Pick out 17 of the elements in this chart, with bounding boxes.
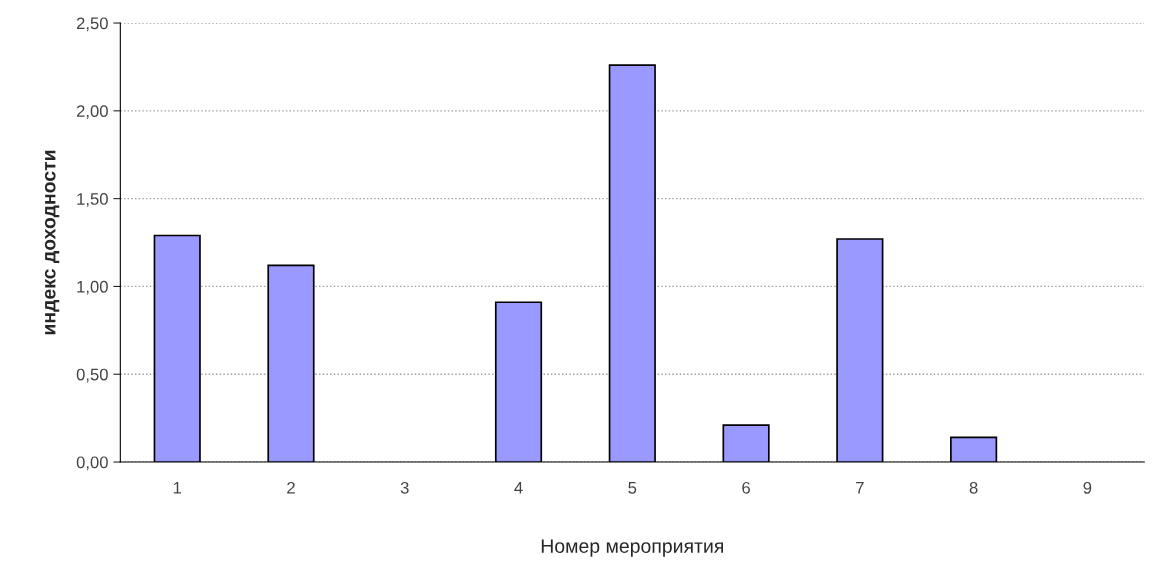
- x-tick-label: 6: [742, 481, 750, 494]
- y-tick-label: 1,50: [77, 193, 108, 207]
- y-tick-label: 2,00: [76, 105, 108, 119]
- x-tick-label: 3: [400, 481, 409, 494]
- x-tick-label: 4: [514, 482, 523, 494]
- x-tick-label: 1: [173, 482, 182, 494]
- x-tick-label: 2: [287, 481, 295, 494]
- x-tick-label: 9: [1083, 481, 1092, 494]
- y-tick-label: 2,50: [76, 17, 108, 32]
- x-tick-label: 8: [969, 481, 978, 494]
- y-tick-label: 0,00: [76, 456, 108, 471]
- x-tick-label: 7: [856, 482, 864, 494]
- x-axis-title: Номер мероприятия: [541, 539, 723, 557]
- x-tick-label: 5: [628, 482, 637, 494]
- y-tick-label: 0,50: [76, 368, 108, 383]
- y-axis-title: индекс доходности: [44, 150, 60, 335]
- y-tick-label: 1,00: [77, 280, 108, 295]
